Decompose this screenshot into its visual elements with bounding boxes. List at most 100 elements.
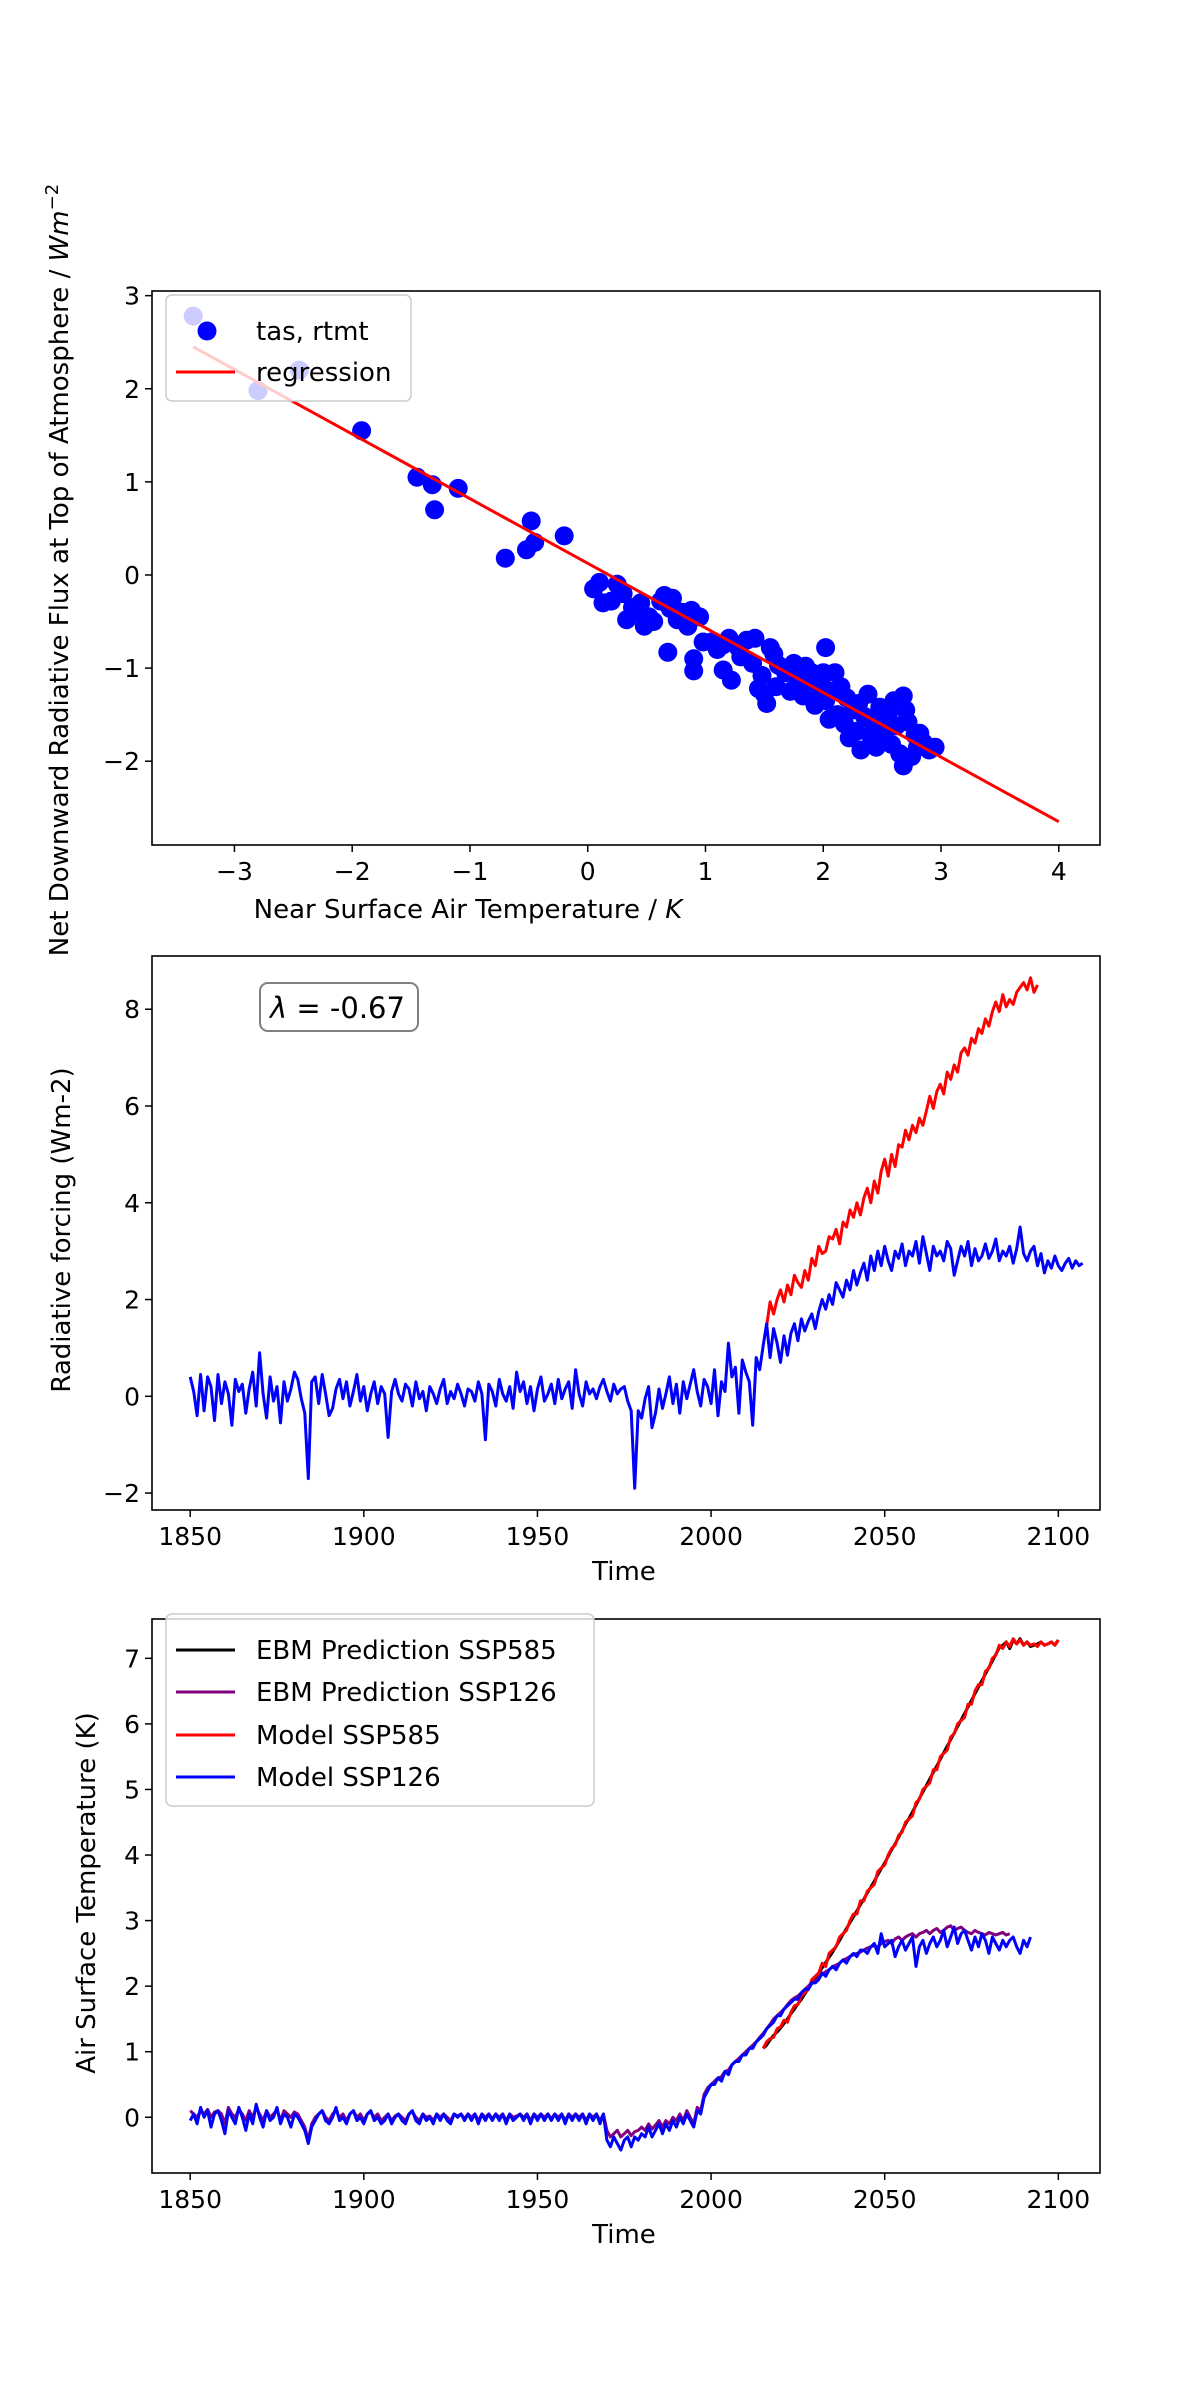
lambda-annotation-text: λ = -0.67 (268, 991, 405, 1025)
scatter-y-tick-label: 3 (124, 282, 140, 311)
forcing-marks (188, 976, 1084, 1490)
scatter-legend-label-regression: regression (256, 358, 391, 388)
scatter-point (613, 584, 633, 604)
scatter-point (721, 670, 741, 690)
scatter-point (495, 548, 515, 568)
scatter-legend-box (165, 294, 412, 402)
scatter-y-axis-label-unit: Wm (45, 210, 75, 261)
temperature-marks (188, 1637, 1060, 2152)
temperature-y-tick-label: 7 (124, 1644, 140, 1673)
forcing-y-tick-label: −2 (103, 1479, 140, 1508)
temperature-x-tick-label: 2100 (1027, 2185, 1091, 2214)
temperature-y-tick-label: 5 (124, 1775, 140, 1804)
scatter-x-axis-label-text: Near Surface Air Temperature / (254, 895, 666, 925)
temperature-y-tick-label: 0 (124, 2103, 140, 2132)
forcing-panel: 1850 1900 1950 2000 2050 2100 −2 0 2 4 6 8 Time Rad… (47, 955, 1101, 1587)
temperature-y-tick-label: 3 (124, 1907, 140, 1936)
scatter-point (816, 638, 836, 658)
temperature-y-axis-label: Air Surface Temperature (K) (72, 1712, 102, 2074)
scatter-point (684, 661, 704, 681)
temperature-y-tick-label: 4 (124, 1841, 140, 1870)
scatter-y-tick-label: 2 (124, 375, 140, 404)
forcing-y-tick-label: 2 (124, 1286, 140, 1315)
scatter-y-axis-label: Net Downward Radiative Flux at Top of At… (42, 184, 75, 956)
temperature-model-ssp585-line (761, 1637, 1060, 2050)
lambda-annotation-box (259, 982, 419, 1032)
temperature-legend-box (165, 1613, 595, 1807)
scatter-point (752, 666, 772, 685)
scatter-x-axis-label: Near Surface Air Temperature / K (254, 895, 685, 925)
scatter-y-tick-label: −1 (103, 654, 140, 683)
scatter-legend-marker-dot (197, 321, 217, 341)
temperature-x-tick-label: 2000 (679, 2185, 743, 2214)
legend-label-ebm-ssp126: EBM Prediction SSP126 (256, 1678, 557, 1708)
scatter-x-tick-label: −3 (216, 857, 253, 886)
scatter-point (631, 593, 651, 613)
temperature-legend: EBM Prediction SSP585 EBM Prediction SSP… (165, 1613, 595, 1807)
forcing-plot-frame (151, 955, 1101, 1511)
scatter-regression-line (192, 345, 1060, 824)
forcing-x-tick-label: 1850 (158, 1522, 222, 1551)
temperature-model-ssp126-line (188, 1925, 1032, 2152)
scatter-y-tick-label: 0 (124, 561, 140, 590)
scatter-point (745, 628, 765, 648)
scatter-x-tick-label: 4 (1051, 857, 1067, 886)
temperature-y-tick-label: 2 (124, 1972, 140, 2001)
lambda-annotation: λ = -0.67 (259, 982, 419, 1032)
scatter-point (352, 421, 372, 441)
forcing-x-tick-label: 1900 (332, 1522, 396, 1551)
scatter-ticks: −3 −2 −1 0 1 2 3 4 −2 −1 0 1 2 3 (103, 282, 1067, 886)
scatter-marks (183, 306, 1060, 824)
scatter-point (590, 572, 609, 592)
forcing-x-tick-label: 2000 (679, 1522, 743, 1551)
scatter-point (846, 721, 866, 741)
temperature-x-tick-label: 1950 (506, 2185, 570, 2214)
legend-label-model-ssp126: Model SSP126 (256, 1763, 441, 1793)
scatter-y-axis-label-text: Net Downward Radiative Flux at Top of At… (45, 261, 75, 956)
scatter-point (554, 526, 574, 546)
scatter-point (425, 500, 445, 520)
lambda-value: = -0.67 (287, 991, 405, 1025)
temperature-ticks: 1850 1900 1950 2000 2050 2100 0 1 2 3 4 5 6 7 (124, 1644, 1090, 2214)
scatter-y-tick-label: −2 (103, 747, 140, 776)
scatter-point (644, 612, 664, 631)
scatter-x-tick-label: −2 (334, 857, 371, 886)
legend-label-model-ssp585: Model SSP585 (256, 1721, 441, 1751)
temperature-x-tick-label: 1850 (158, 2185, 222, 2214)
lambda-symbol: λ (268, 991, 287, 1025)
scatter-x-tick-label: −1 (452, 857, 489, 886)
temperature-x-tick-label: 1900 (332, 2185, 396, 2214)
scatter-point (851, 740, 871, 760)
scatter-x-tick-label: 0 (580, 857, 596, 886)
temperature-panel: 1850 1900 1950 2000 2050 2100 0 1 2 3 4 5 6 7 Time Ai… (72, 1613, 1101, 2250)
forcing-y-tick-label: 8 (124, 995, 140, 1024)
scatter-legend: tas, rtmt regression (165, 294, 412, 402)
scatter-tas-rtmt-points (183, 306, 945, 776)
scatter-x-tick-label: 2 (815, 857, 831, 886)
scatter-point (858, 684, 878, 704)
legend-label-ebm-ssp585: EBM Prediction SSP585 (256, 1636, 557, 1666)
scatter-point (521, 511, 541, 531)
scatter-point (893, 686, 913, 706)
scatter-point (658, 642, 678, 662)
forcing-y-axis-label: Radiative forcing (Wm-2) (47, 1067, 77, 1392)
forcing-y-tick-label: 4 (124, 1189, 140, 1218)
scatter-y-axis-label-exponent: −2 (42, 184, 63, 211)
forcing-y-tick-label: 6 (124, 1092, 140, 1121)
scatter-panel: −3 −2 −1 0 1 2 3 4 −2 −1 0 1 2 3 Near Surface Air Tem… (42, 184, 1101, 956)
forcing-x-tick-label: 1950 (506, 1522, 570, 1551)
forcing-y-tick-label: 0 (124, 1382, 140, 1411)
temperature-x-axis-label: Time (591, 2220, 656, 2250)
forcing-x-axis-label: Time (591, 1557, 656, 1587)
temperature-plot-frame (151, 1618, 1101, 2174)
scatter-point (663, 588, 682, 608)
scatter-legend-label-points: tas, rtmt (256, 317, 369, 347)
temperature-x-tick-label: 2050 (853, 2185, 917, 2214)
forcing-series-0-line (765, 976, 1039, 1327)
forcing-x-tick-label: 2050 (853, 1522, 917, 1551)
scatter-x-tick-label: 3 (933, 857, 949, 886)
scatter-x-tick-label: 1 (698, 857, 714, 886)
temperature-y-tick-label: 6 (124, 1710, 140, 1739)
scatter-x-axis-label-unit: K (665, 895, 684, 925)
